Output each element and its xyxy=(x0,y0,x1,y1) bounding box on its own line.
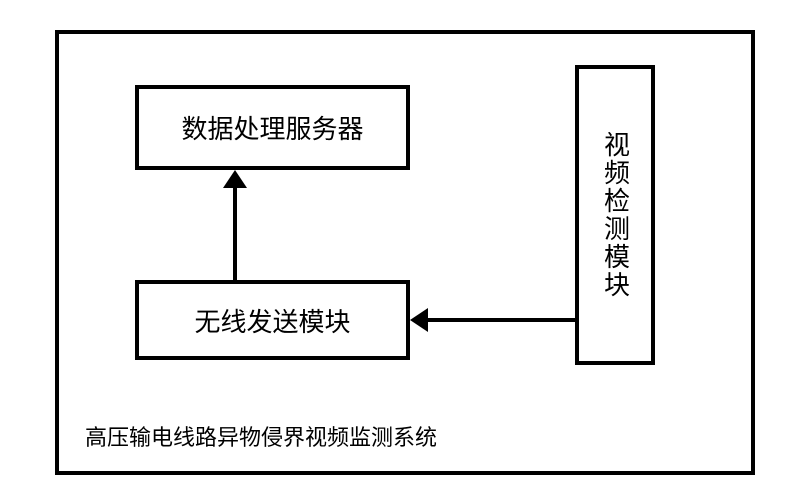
server-label: 数据处理服务器 xyxy=(181,109,363,146)
sender-label: 无线发送模块 xyxy=(194,302,350,339)
arrow-video-to-sender-line xyxy=(422,318,575,322)
server-node: 数据处理服务器 xyxy=(135,85,410,170)
arrow-video-to-sender-head xyxy=(410,308,428,332)
sender-node: 无线发送模块 xyxy=(135,280,410,360)
diagram-caption: 高压输电线路异物侵界视频监测系统 xyxy=(85,420,437,452)
video-node: 视频检测模块 xyxy=(575,65,655,365)
arrow-sender-to-server-line xyxy=(233,182,237,280)
video-label: 视频检测模块 xyxy=(597,131,634,299)
arrow-sender-to-server-head xyxy=(223,170,247,188)
